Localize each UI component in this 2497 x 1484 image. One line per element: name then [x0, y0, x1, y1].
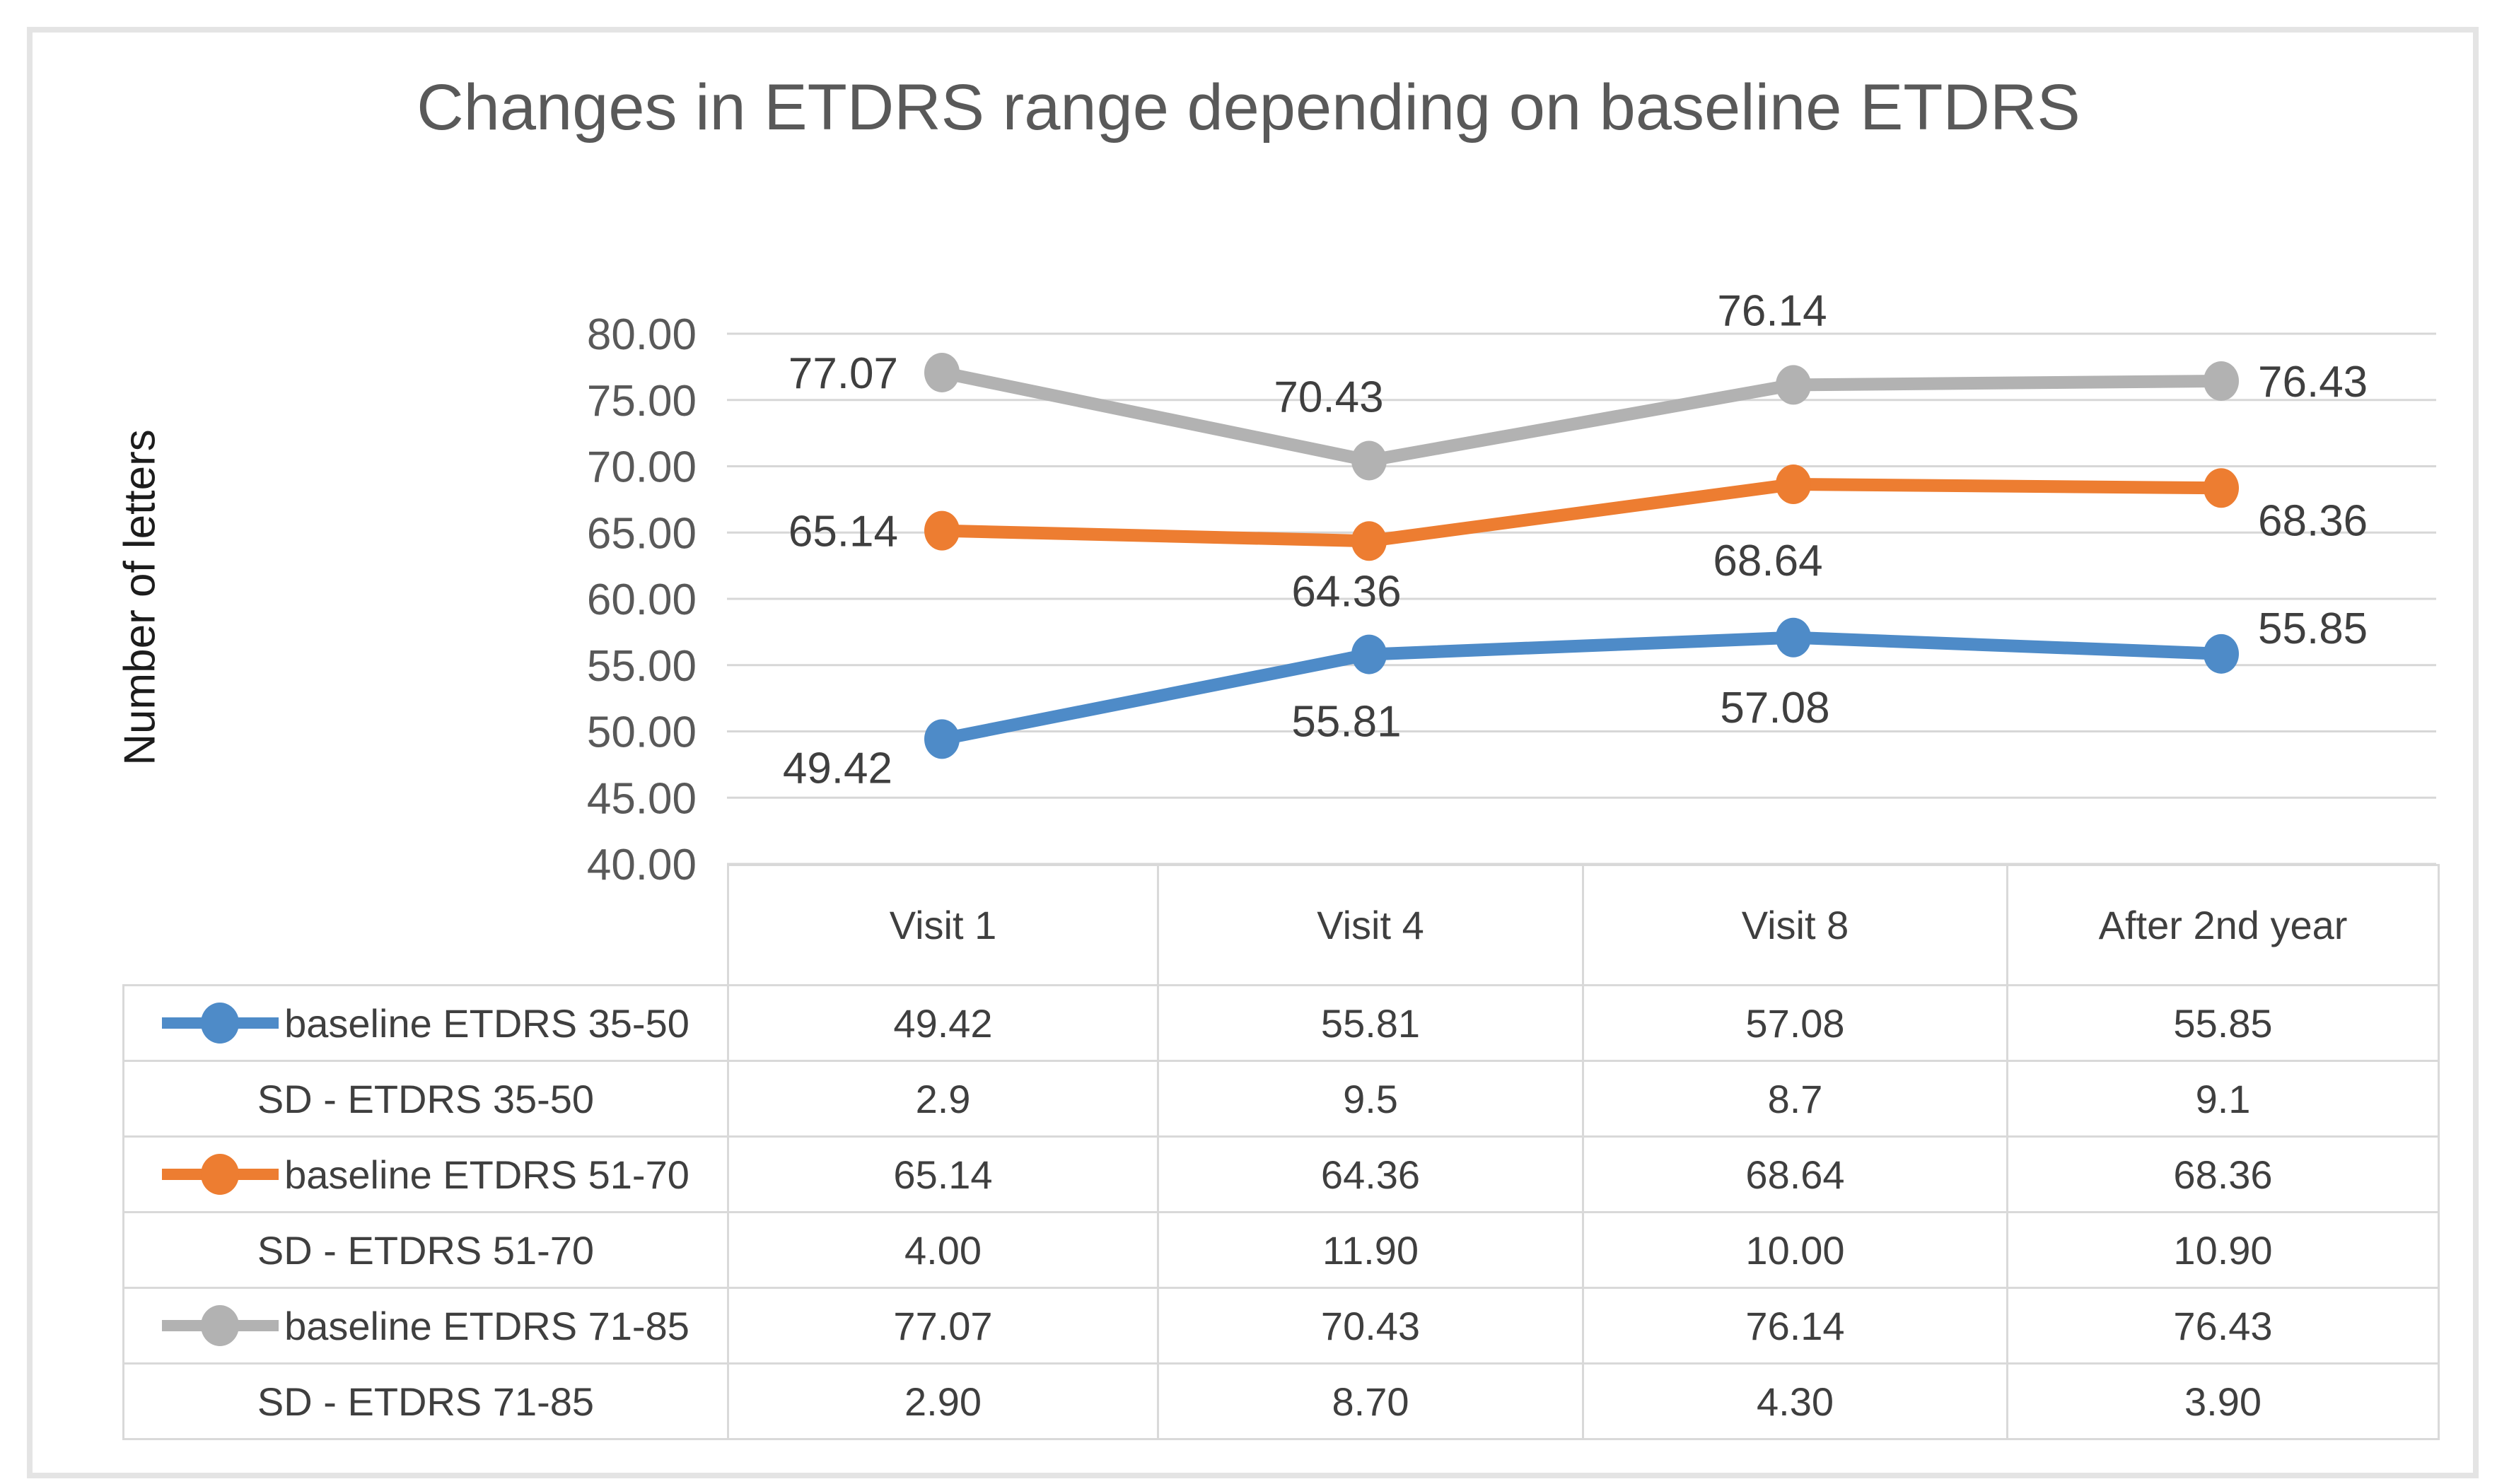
table-value-cell: 65.14 [727, 1135, 1159, 1213]
row-label-text: SD - ETDRS 35-50 [257, 1076, 595, 1121]
legend-key-icon-baseline-etdrs-71-85 [162, 1305, 279, 1346]
row-label-cell: SD - ETDRS 71-85 [122, 1362, 729, 1440]
data-point-marker-baseline-etdrs-51-70 [1776, 465, 1811, 504]
y-axis-tick-label: 80.00 [587, 310, 697, 359]
row-label-text: SD - ETDRS 51-70 [257, 1227, 595, 1273]
row-label-cell: SD - ETDRS 35-50 [122, 1060, 729, 1138]
series-line-baseline-etdrs-71-85 [936, 366, 2228, 467]
data-point-marker-baseline-etdrs-71-85 [2204, 361, 2239, 401]
table-value-cell: 10.00 [1582, 1211, 2008, 1289]
data-point-marker-baseline-etdrs-35-50 [924, 719, 960, 759]
table-value-cell: 49.42 [727, 984, 1159, 1062]
table-value-cell: 8.7 [1582, 1060, 2008, 1138]
series-line-baseline-etdrs-51-70 [936, 478, 2228, 548]
table-value-cell: 8.70 [1157, 1362, 1584, 1440]
row-label-cell: SD - ETDRS 51-70 [122, 1211, 729, 1289]
table-value-cell: 57.08 [1582, 984, 2008, 1062]
row-label-text: baseline ETDRS 51-70 [284, 1152, 689, 1197]
series-line-baseline-etdrs-35-50 [936, 631, 2228, 746]
legend-key-icon-baseline-etdrs-35-50 [162, 1003, 279, 1044]
table-value-cell: 70.43 [1157, 1287, 1584, 1365]
data-point-marker-baseline-etdrs-71-85 [924, 352, 960, 392]
legend-key-icon-baseline-etdrs-51-70 [162, 1154, 279, 1195]
data-label-baseline-etdrs-51-70: 68.36 [2258, 496, 2368, 545]
data-label-baseline-etdrs-71-85: 70.43 [1274, 373, 1383, 421]
data-point-marker-baseline-etdrs-51-70 [2204, 468, 2239, 508]
y-axis-tick-label: 55.00 [587, 642, 697, 691]
table-value-cell: 77.07 [727, 1287, 1159, 1365]
data-point-marker-baseline-etdrs-35-50 [2204, 633, 2239, 674]
table-corner-cell [124, 865, 728, 986]
table-row-sd-etdrs-35-50: SD - ETDRS 35-50 2.9 9.5 8.7 9.1 [122, 1060, 2440, 1138]
row-label-text: SD - ETDRS 71-85 [257, 1379, 595, 1424]
data-point-marker-baseline-etdrs-71-85 [1776, 365, 1811, 405]
data-label-baseline-etdrs-51-70: 64.36 [1291, 567, 1401, 616]
table-row-baseline-etdrs-71-85: baseline ETDRS 71-85 77.07 70.43 76.14 76.43 [122, 1287, 2440, 1365]
data-label-baseline-etdrs-35-50: 49.42 [783, 744, 892, 793]
table-value-cell: 64.36 [1157, 1135, 1584, 1213]
row-label-text: baseline ETDRS 35-50 [284, 1000, 689, 1046]
column-header-after-2nd-year: After 2nd year [2006, 864, 2440, 986]
table-value-cell: 4.30 [1582, 1362, 2008, 1440]
data-label-baseline-etdrs-71-85: 77.07 [788, 349, 898, 398]
row-label-cell: baseline ETDRS 71-85 [122, 1287, 729, 1365]
y-axis-tick-label: 70.00 [587, 443, 697, 492]
data-label-baseline-etdrs-51-70: 68.64 [1713, 537, 1822, 585]
y-axis-tick-label: 60.00 [587, 576, 697, 624]
y-axis-tick-label: 40.00 [587, 841, 697, 889]
data-label-baseline-etdrs-35-50: 55.81 [1291, 698, 1401, 747]
y-axis-tick-label: 75.00 [587, 377, 697, 426]
row-label-cell: baseline ETDRS 35-50 [122, 984, 729, 1062]
table-value-cell: 68.36 [2006, 1135, 2440, 1213]
data-point-marker-baseline-etdrs-35-50 [1351, 634, 1387, 674]
table-value-cell: 9.5 [1157, 1060, 1584, 1138]
table-value-cell: 10.90 [2006, 1211, 2440, 1289]
table-value-cell: 4.00 [727, 1211, 1159, 1289]
data-label-baseline-etdrs-71-85: 76.14 [1717, 286, 1827, 335]
table-value-cell: 76.14 [1582, 1287, 2008, 1365]
chart-data-table: Visit 1 Visit 4 Visit 8 After 2nd year base… [122, 864, 2440, 1440]
data-point-marker-baseline-etdrs-35-50 [1776, 617, 1811, 658]
table-value-cell: 55.81 [1157, 984, 1584, 1062]
table-value-cell: 11.90 [1157, 1211, 1584, 1289]
column-header-visit-4: Visit 4 [1157, 864, 1584, 986]
y-axis-tick-label: 50.00 [587, 708, 697, 757]
data-point-marker-baseline-etdrs-51-70 [1351, 521, 1387, 561]
table-value-cell: 55.85 [2006, 984, 2440, 1062]
column-header-visit-1: Visit 1 [727, 864, 1159, 986]
table-row-baseline-etdrs-51-70: baseline ETDRS 51-70 65.14 64.36 68.64 68.36 [122, 1135, 2440, 1213]
row-label-text: baseline ETDRS 71-85 [284, 1303, 689, 1348]
row-label-cell: baseline ETDRS 51-70 [122, 1135, 729, 1213]
y-axis-tick-label: 45.00 [587, 774, 697, 823]
table-header-row: Visit 1 Visit 4 Visit 8 After 2nd year [124, 864, 2440, 986]
table-row-sd-etdrs-51-70: SD - ETDRS 51-70 4.00 11.90 10.00 10.90 [122, 1211, 2440, 1289]
table-value-cell: 3.90 [2006, 1362, 2440, 1440]
chart-title: Changes in ETDRS range depending on base… [417, 71, 2080, 144]
table-row-sd-etdrs-71-85: SD - ETDRS 71-85 2.90 8.70 4.30 3.90 [122, 1362, 2440, 1440]
data-label-baseline-etdrs-51-70: 65.14 [788, 508, 898, 556]
data-label-baseline-etdrs-35-50: 57.08 [1720, 684, 1829, 732]
table-value-cell: 9.1 [2006, 1060, 2440, 1138]
data-point-marker-baseline-etdrs-51-70 [924, 510, 960, 551]
data-point-marker-baseline-etdrs-71-85 [1351, 440, 1387, 481]
column-header-visit-8: Visit 8 [1582, 864, 2008, 986]
data-label-baseline-etdrs-35-50: 55.85 [2258, 604, 2368, 653]
table-row-baseline-etdrs-35-50: baseline ETDRS 35-50 49.42 55.81 57.08 55.85 [122, 984, 2440, 1062]
table-value-cell: 2.90 [727, 1362, 1159, 1440]
table-value-cell: 2.9 [727, 1060, 1159, 1138]
y-axis-tick-label: 65.00 [587, 509, 697, 558]
table-value-cell: 76.43 [2006, 1287, 2440, 1365]
data-label-baseline-etdrs-71-85: 76.43 [2258, 358, 2368, 407]
table-value-cell: 68.64 [1582, 1135, 2008, 1213]
